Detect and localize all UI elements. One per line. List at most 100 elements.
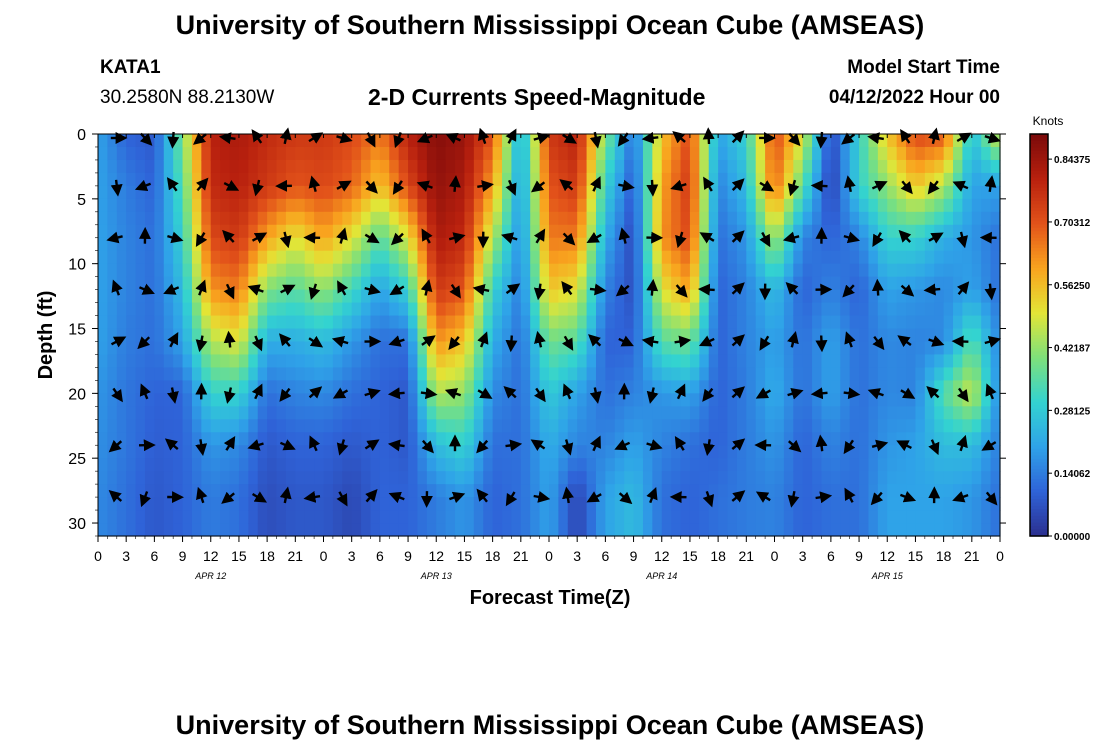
heatmap-cell [182,497,193,511]
heatmap-cell [642,328,653,343]
heatmap-cell [821,367,832,381]
x-tick-label: 6 [150,548,158,564]
current-arrow [871,278,884,296]
heatmap-cell [680,263,691,278]
heatmap-cell [708,134,719,148]
heatmap-cell [257,471,268,485]
heatmap-cell [398,432,409,446]
heatmap-cell [934,211,945,226]
heatmap-cell [361,250,372,265]
heatmap-cell [464,445,475,459]
heatmap-cell [642,497,653,511]
current-arrow [195,439,208,456]
heatmap-cell [971,237,982,252]
heatmap-cell [126,211,137,226]
heatmap-cell [511,354,522,369]
heatmap-cell [549,302,559,317]
heatmap-cell [408,276,419,291]
current-arrow [928,232,944,244]
heatmap-cell [285,328,296,343]
heatmap-cell [962,198,973,213]
colorbar-tick-label: 0.84375 [1054,155,1091,166]
heatmap-cell [464,471,475,485]
heatmap-cell [436,445,447,459]
heatmap-cell [210,198,221,213]
heatmap-cell [398,471,409,485]
heatmap-cell [727,341,738,356]
current-arrow [618,491,633,505]
heatmap-cell [642,458,653,472]
heatmap-cell [765,211,776,226]
current-arrow [871,439,889,452]
heatmap-cell [727,276,738,291]
heatmap-cell [567,328,578,343]
heatmap-cell [436,458,447,472]
heatmap-cell [379,315,390,330]
heatmap-cell [859,276,870,291]
heatmap-cell [755,445,766,459]
colorbar-swatch [1030,234,1048,239]
heatmap-cell [830,328,841,343]
heatmap-cell [511,510,522,524]
current-arrow [923,283,941,296]
colorbar-swatch [1030,134,1048,138]
heatmap-cell [332,289,343,304]
heatmap-cell [765,445,776,459]
heatmap-cell [436,380,447,394]
heatmap-cells [98,134,1001,537]
heatmap-cell [906,471,917,485]
heatmap-cell [953,523,964,537]
heatmap-cell [605,484,616,498]
heatmap-cell [408,510,419,524]
heatmap-cell [285,250,296,265]
heatmap-cell [295,419,306,433]
heatmap-cell [173,302,184,317]
heatmap-cell [971,263,982,278]
heatmap-cell [342,484,353,498]
x-tick-label: 0 [94,548,102,564]
heatmap-cell [680,185,691,200]
heatmap-cell [605,146,616,161]
heatmap-cell [351,276,362,291]
heatmap-cell [210,484,221,498]
heatmap-cell [859,510,870,524]
heatmap-cell [830,445,841,459]
heatmap-cell [849,432,860,446]
heatmap-cell [323,432,334,446]
heatmap-cell [859,211,870,226]
current-arrow [308,335,324,348]
heatmap-cell [924,419,935,433]
heatmap-cell [652,224,663,239]
current-arrow [111,279,123,296]
heatmap-cell [502,445,513,459]
heatmap-cell [924,224,935,239]
heatmap-cell [502,302,513,317]
heatmap-cell [877,146,888,161]
heatmap-cell [718,328,729,343]
heatmap-cell [924,289,935,304]
heatmap-cell [962,380,973,394]
heatmap-cell [144,263,155,278]
heatmap-cell [408,146,419,161]
heatmap-cell [915,237,926,252]
heatmap-cell [962,471,973,485]
heatmap-cell [633,198,644,213]
heatmap-cell [595,380,606,394]
heatmap-cell [511,393,522,407]
heatmap-cell [304,471,315,485]
heatmap-cell [746,354,757,369]
heatmap-cell [210,185,221,200]
heatmap-cell [953,380,964,394]
current-arrow [445,133,461,144]
heatmap-cell [464,393,475,407]
heatmap-cell [389,393,400,407]
heatmap-cell [746,315,757,330]
heatmap-cell [924,146,935,161]
heatmap-cell [953,458,964,472]
heatmap-cell [530,471,541,485]
heatmap-cell [642,406,653,420]
heatmap-cell [304,367,315,381]
heatmap-cell [915,263,926,278]
heatmap-cell [361,237,372,252]
heatmap-cell [370,172,381,187]
